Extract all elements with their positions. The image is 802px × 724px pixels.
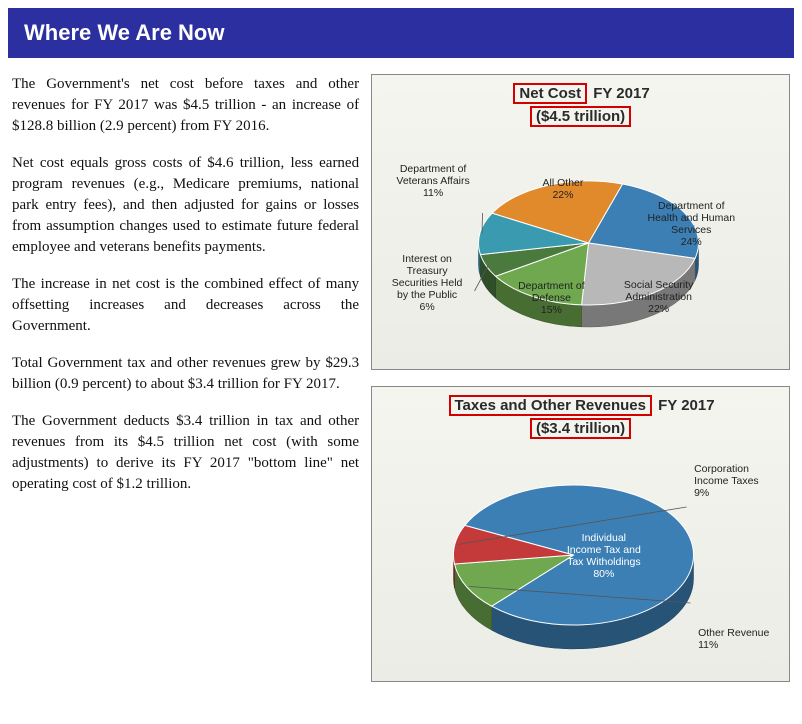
- slice-label: IndividualIncome Tax andTax Witholdings8…: [544, 532, 664, 580]
- slice-label: Social SecurityAdministration22%: [609, 279, 709, 315]
- highlight-box: Taxes and Other Revenues: [449, 395, 652, 416]
- slice-label: Department ofVeterans Affairs11%: [388, 163, 478, 199]
- slice-label: Department ofHealth and HumanServices24%: [641, 200, 741, 248]
- content-row: The Government's net cost before taxes a…: [0, 74, 802, 698]
- chart-title-rest: FY 2017: [589, 85, 650, 102]
- chart-subtitle: ($4.5 trillion): [378, 106, 783, 127]
- slice-label: CorporationIncome Taxes9%: [694, 463, 779, 499]
- slice-label: Department ofDefense15%: [506, 280, 596, 316]
- chart-title-rest: FY 2017: [654, 397, 715, 414]
- text-column: The Government's net cost before taxes a…: [12, 74, 371, 698]
- highlight-box: ($3.4 trillion): [530, 418, 631, 439]
- paragraph: The increase in net cost is the combined…: [12, 274, 359, 337]
- slice-label: All Other22%: [528, 177, 598, 201]
- section-header: Where We Are Now: [8, 8, 794, 58]
- slice-label: Other Revenue11%: [698, 627, 783, 651]
- chart-title: Net Cost FY 2017: [378, 83, 783, 104]
- revenues-chart: Taxes and Other Revenues FY 2017 ($3.4 t…: [371, 386, 790, 682]
- chart-subtitle: ($3.4 trillion): [378, 418, 783, 439]
- slice-label: Interest onTreasurySecurities Heldby the…: [382, 253, 472, 313]
- pie-container: IndividualIncome Tax andTax Witholdings8…: [378, 445, 783, 675]
- charts-column: Net Cost FY 2017 ($4.5 trillion) Departm…: [371, 74, 790, 698]
- highlight-box: ($4.5 trillion): [530, 106, 631, 127]
- section-title: Where We Are Now: [24, 20, 224, 45]
- pie-container: Department ofHealth and HumanServices24%…: [378, 133, 783, 363]
- net-cost-chart: Net Cost FY 2017 ($4.5 trillion) Departm…: [371, 74, 790, 370]
- paragraph: Total Government tax and other revenues …: [12, 353, 359, 395]
- paragraph: The Government's net cost before taxes a…: [12, 74, 359, 137]
- paragraph: The Government deducts $3.4 trillion in …: [12, 411, 359, 495]
- chart-title: Taxes and Other Revenues FY 2017: [378, 395, 783, 416]
- highlight-box: Net Cost: [513, 83, 587, 104]
- paragraph: Net cost equals gross costs of $4.6 tril…: [12, 153, 359, 258]
